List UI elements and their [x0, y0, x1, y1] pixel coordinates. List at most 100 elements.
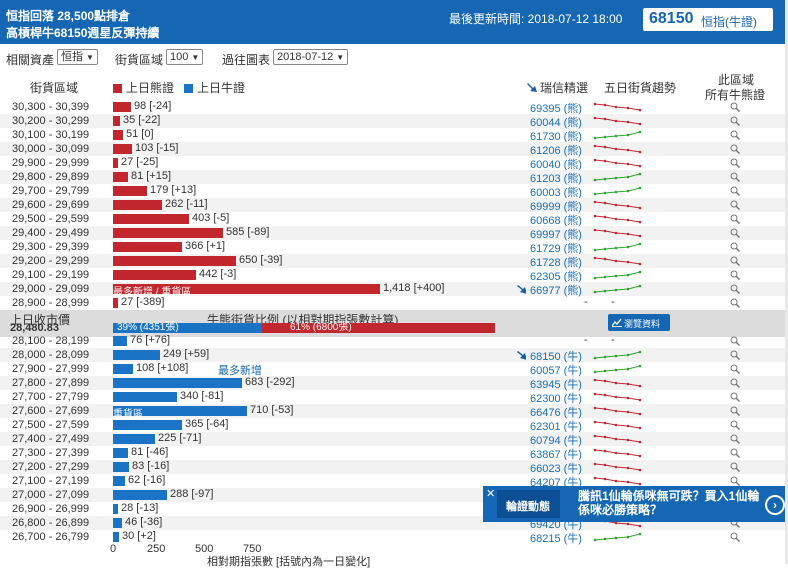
warrant-code-link[interactable]: 61203 (熊) — [530, 173, 582, 185]
warrant-code-link[interactable]: 69420 (牛) — [530, 519, 582, 531]
search-icon[interactable] — [730, 270, 740, 280]
headline-line1[interactable]: 恒指回落 28,500點排倉 — [6, 9, 131, 23]
featured-code-box[interactable]: 68150 恒指(牛證) — [643, 8, 773, 31]
bear-bar[interactable] — [113, 298, 118, 308]
bear-bar[interactable] — [113, 144, 132, 154]
search-icon[interactable] — [730, 364, 740, 374]
headline-line2[interactable]: 高槓桿牛68150週星反彈持續 — [6, 26, 160, 40]
warrant-code-link[interactable]: 66977 (熊) — [530, 285, 582, 297]
warrant-code-link[interactable]: 60668 (熊) — [530, 215, 582, 227]
search-icon[interactable] — [730, 350, 740, 360]
bear-bar[interactable] — [113, 270, 196, 280]
warrant-code-link[interactable]: 62300 (牛) — [530, 393, 582, 405]
scrollbar[interactable] — [785, 0, 788, 564]
chevron-right-icon[interactable]: › — [765, 495, 785, 515]
search-icon[interactable] — [730, 130, 740, 140]
search-icon[interactable] — [730, 448, 740, 458]
popup-text[interactable]: 騰訊1仙輪係咪無可跌？買入1仙輪係咪必勝策略？ — [578, 489, 760, 517]
bar-value: 288 [-97] — [170, 488, 214, 500]
bar-value: 81 [-46] — [131, 446, 169, 458]
warrant-code-link[interactable]: 61728 (熊) — [530, 257, 582, 269]
bear-bar[interactable] — [113, 130, 123, 140]
search-icon[interactable] — [730, 378, 740, 388]
range-label: 27,100 - 27,199 — [12, 475, 90, 487]
range-select[interactable]: 100 ▼ — [166, 49, 204, 65]
search-icon[interactable] — [730, 214, 740, 224]
bull-bar[interactable] — [113, 476, 125, 486]
warrant-code-link[interactable]: 66023 (牛) — [530, 463, 582, 475]
browse-data-button[interactable]: 瀏覽資料 — [608, 314, 670, 331]
warrant-code-link[interactable]: 60794 (牛) — [530, 435, 582, 447]
bull-bar[interactable] — [113, 392, 177, 402]
bull-bar[interactable] — [113, 490, 167, 500]
warrant-code-link[interactable]: 62305 (熊) — [530, 271, 582, 283]
bear-bar[interactable] — [113, 172, 128, 182]
search-icon[interactable] — [730, 158, 740, 168]
bull-bar[interactable] — [113, 504, 118, 514]
bear-bar[interactable] — [113, 284, 380, 294]
warrant-code-link[interactable]: 63867 (牛) — [530, 449, 582, 461]
warrant-code-link[interactable]: 69999 (熊) — [530, 201, 582, 213]
search-icon[interactable] — [730, 462, 740, 472]
warrant-code-link[interactable]: 61730 (熊) — [530, 131, 582, 143]
search-icon[interactable] — [730, 336, 740, 346]
search-icon[interactable] — [730, 200, 740, 210]
search-icon[interactable] — [730, 102, 740, 112]
bull-bar[interactable] — [113, 448, 128, 458]
bear-bar[interactable] — [113, 256, 236, 266]
search-icon[interactable] — [730, 186, 740, 196]
search-icon[interactable] — [730, 476, 740, 486]
bull-bar[interactable] — [113, 378, 242, 388]
bull-bar[interactable] — [113, 462, 129, 472]
search-icon[interactable] — [730, 434, 740, 444]
bear-row: 30,000 - 30,099 103 [-15] 61206 (熊) — [0, 142, 785, 157]
warrant-code-link[interactable]: 61206 (熊) — [530, 145, 582, 157]
search-icon[interactable] — [730, 144, 740, 154]
search-icon[interactable] — [730, 406, 740, 416]
warrant-code-link[interactable]: 60057 (牛) — [530, 365, 582, 377]
search-icon[interactable] — [730, 242, 740, 252]
warrant-code-link[interactable]: 60044 (熊) — [530, 117, 582, 129]
asset-select[interactable]: 恒指 ▼ — [57, 49, 98, 65]
warrant-code-link[interactable]: 62301 (牛) — [530, 421, 582, 433]
bear-bar[interactable] — [113, 186, 147, 196]
bear-bar[interactable] — [113, 242, 182, 252]
bear-row: 30,300 - 30,399 98 [-24] 69395 (熊) — [0, 100, 785, 115]
search-icon[interactable] — [730, 228, 740, 238]
search-icon[interactable] — [730, 172, 740, 182]
bull-bar[interactable] — [113, 336, 127, 346]
warrant-code-link[interactable]: 69997 (熊) — [530, 229, 582, 241]
warrant-code-link[interactable]: 69395 (熊) — [530, 103, 582, 115]
search-icon[interactable] — [730, 298, 740, 308]
warrant-code-link[interactable]: 60040 (熊) — [530, 159, 582, 171]
bear-bar[interactable] — [113, 116, 120, 126]
bull-bar[interactable] — [113, 364, 133, 374]
search-icon[interactable] — [730, 116, 740, 126]
date-select[interactable]: 2018-07-12 ▼ — [273, 49, 349, 65]
search-icon[interactable] — [730, 256, 740, 266]
search-icon[interactable] — [730, 284, 740, 294]
warrant-code-link[interactable]: 63945 (牛) — [530, 379, 582, 391]
warrant-code-link[interactable]: 66476 (牛) — [530, 407, 582, 419]
search-icon[interactable] — [730, 532, 740, 542]
bull-bar[interactable] — [113, 350, 160, 360]
bear-bar[interactable] — [113, 102, 131, 112]
search-icon[interactable] — [730, 420, 740, 430]
bull-bar[interactable] — [113, 420, 182, 430]
bear-bar[interactable] — [113, 200, 162, 210]
close-icon[interactable]: ✕ — [486, 488, 496, 500]
warrant-code-link[interactable]: 61729 (熊) — [530, 243, 582, 255]
promo-popup[interactable]: ✕ 輪證動態 騰訊1仙輪係咪無可跌？買入1仙輪係咪必勝策略？ › — [483, 486, 785, 522]
bull-bar[interactable] — [113, 518, 122, 528]
bear-bar[interactable] — [113, 214, 189, 224]
bear-bar[interactable] — [113, 158, 118, 168]
search-icon[interactable] — [730, 392, 740, 402]
bull-bar[interactable] — [113, 434, 155, 444]
warrant-code-link[interactable]: 68215 (牛) — [530, 533, 582, 545]
bear-bar[interactable] — [113, 228, 223, 238]
bull-bar[interactable] — [113, 532, 119, 542]
warrant-code-link[interactable]: 60003 (熊) — [530, 187, 582, 199]
bull-bar[interactable] — [113, 406, 247, 416]
warrant-code-link[interactable]: 68150 (牛) — [530, 351, 582, 363]
trend-sparkline — [593, 462, 642, 472]
